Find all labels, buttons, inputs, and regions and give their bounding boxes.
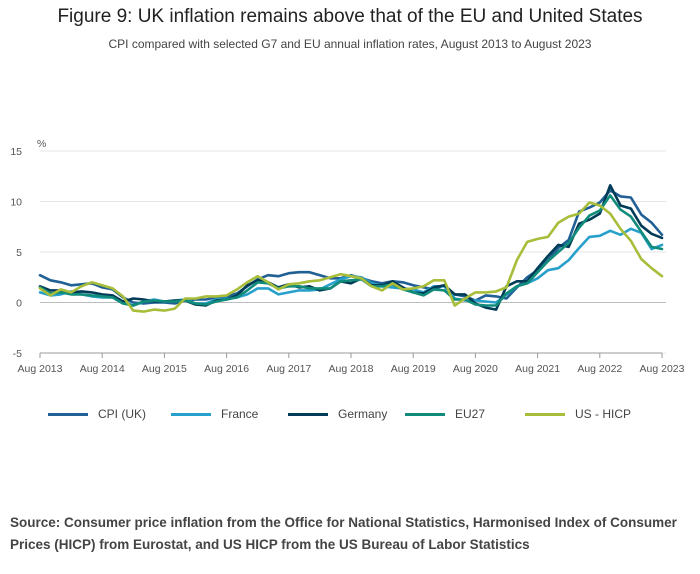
series-line-germany bbox=[38, 184, 664, 311]
gridlines bbox=[40, 150, 666, 354]
legend-label: US - HICP bbox=[575, 407, 632, 421]
legend-item: EU27 bbox=[405, 407, 485, 421]
chart-subtitle: CPI compared with selected G7 and EU ann… bbox=[108, 37, 592, 51]
chart-title: Figure 9: UK inflation remains above tha… bbox=[57, 6, 643, 27]
legend-label: CPI (UK) bbox=[98, 407, 146, 421]
x-tick-label: Aug 2013 bbox=[18, 363, 63, 375]
y-axis: -5 0 5 10 15 bbox=[10, 146, 22, 360]
x-tick-label: Aug 2022 bbox=[577, 363, 622, 375]
y-tick-label: 0 bbox=[16, 298, 22, 310]
x-tick-label: Aug 2017 bbox=[266, 363, 311, 375]
legend-label: Germany bbox=[338, 407, 388, 421]
legend-item: France bbox=[171, 407, 258, 421]
source-note: Source: Consumer price inflation from th… bbox=[10, 515, 677, 552]
legend-label: EU27 bbox=[455, 407, 486, 421]
y-axis-label: % bbox=[37, 138, 46, 150]
legend-item: US - HICP bbox=[525, 407, 631, 421]
legend-label: France bbox=[221, 407, 259, 421]
legend-swatch bbox=[171, 412, 211, 416]
x-tick-label: Aug 2021 bbox=[515, 363, 560, 375]
x-tick-label: Aug 2015 bbox=[142, 363, 187, 375]
series-lines bbox=[38, 184, 664, 313]
legend-swatch bbox=[405, 412, 445, 416]
series-line-us-hicp bbox=[38, 201, 664, 313]
x-axis: Aug 2013 Aug 2014 Aug 2015 Aug 2016 Aug 2017… bbox=[18, 352, 685, 375]
x-tick-label: Aug 2019 bbox=[391, 363, 436, 375]
x-tick-label: Aug 2023 bbox=[640, 363, 685, 375]
legend-item: Germany bbox=[288, 407, 387, 421]
legend-swatch bbox=[48, 412, 88, 416]
x-tick-label: Aug 2018 bbox=[329, 363, 374, 375]
legend-swatch bbox=[525, 412, 565, 416]
y-tick-label: -5 bbox=[13, 348, 22, 360]
series-line-eu27 bbox=[38, 194, 664, 307]
legend-swatch bbox=[288, 412, 328, 416]
chart-legend: CPI (UK) France Germany EU27 US - HICP bbox=[0, 407, 700, 427]
x-tick-label: Aug 2016 bbox=[204, 363, 249, 375]
legend-item: CPI (UK) bbox=[48, 407, 146, 421]
x-tick-label: Aug 2014 bbox=[80, 363, 125, 375]
x-tick-label: Aug 2020 bbox=[453, 363, 498, 375]
y-tick-label: 15 bbox=[10, 146, 22, 158]
y-tick-label: 10 bbox=[10, 197, 22, 209]
y-tick-label: 5 bbox=[16, 247, 22, 259]
